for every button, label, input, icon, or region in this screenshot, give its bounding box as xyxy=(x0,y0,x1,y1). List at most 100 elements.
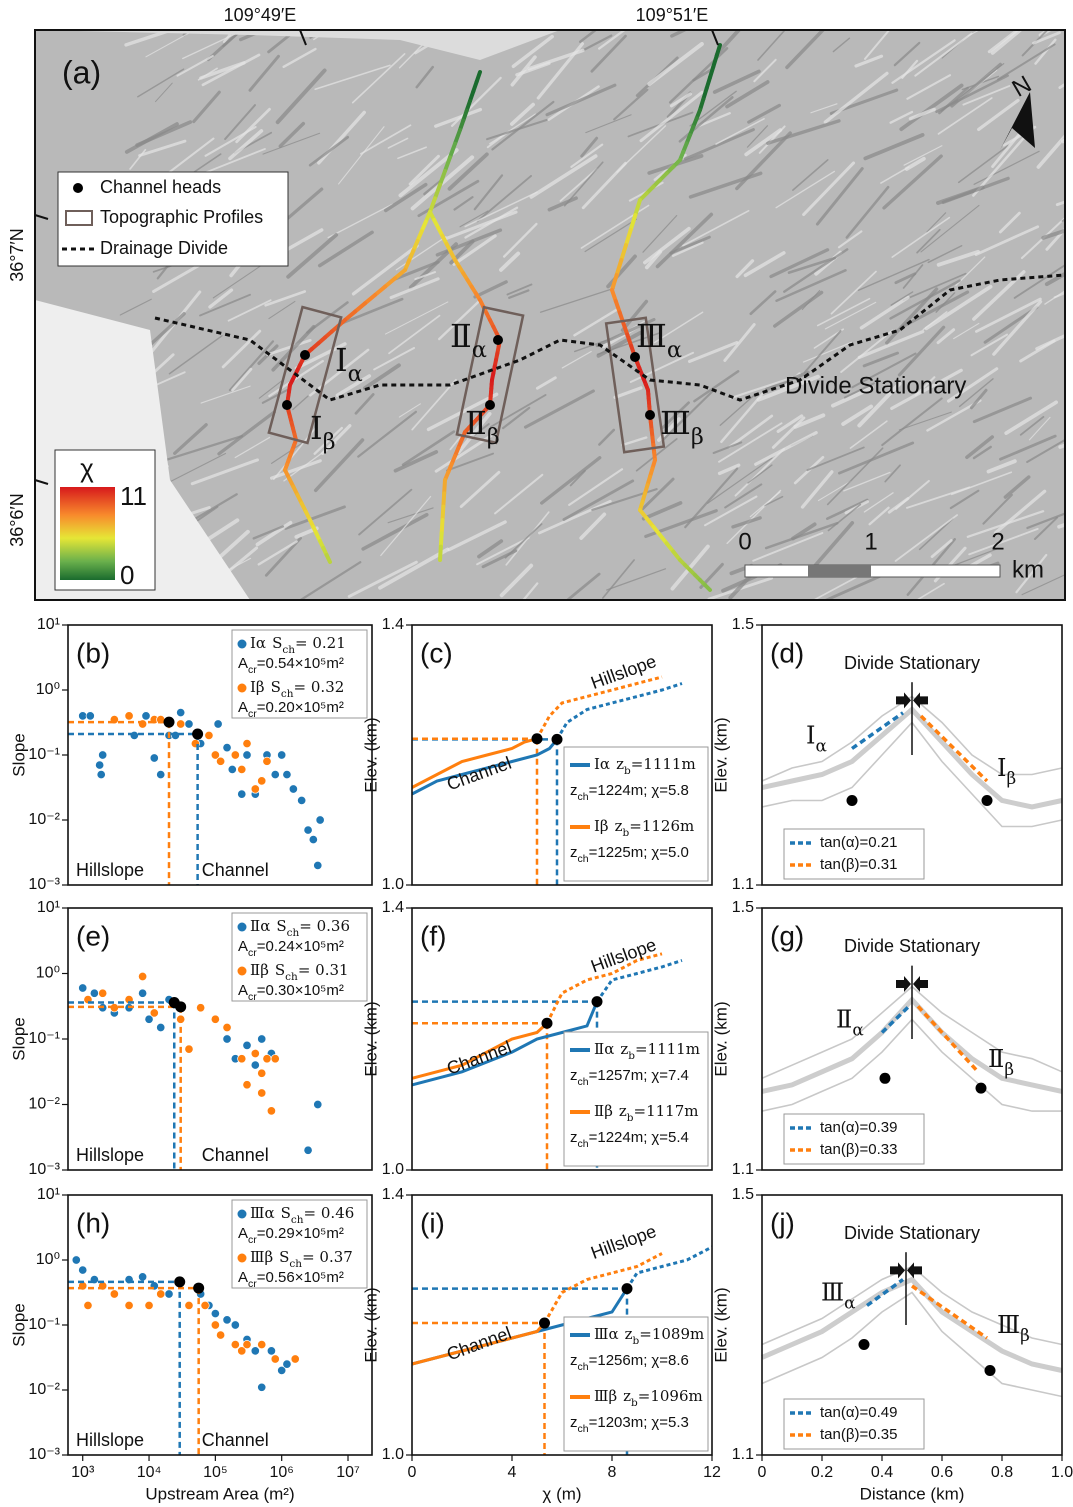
colorbar xyxy=(60,487,115,580)
subscript: α xyxy=(667,337,682,363)
y-tick-label: 1.1 xyxy=(732,1161,754,1178)
subscript: ch xyxy=(578,1361,589,1373)
data-point xyxy=(223,1316,231,1324)
data-point xyxy=(231,1321,239,1329)
text-part: =8.6 xyxy=(659,1352,689,1369)
data-point xyxy=(238,790,246,798)
data-point xyxy=(267,1107,275,1115)
x-tick-label: 10⁴ xyxy=(137,1464,162,1481)
divide-label: Divide Stationary xyxy=(785,372,966,399)
data-point xyxy=(157,1023,165,1031)
panel-label: (d) xyxy=(770,637,804,668)
panel-label: (c) xyxy=(420,637,453,668)
colorbar-min: 0 xyxy=(120,560,134,590)
text-part: =1225m; xyxy=(589,844,648,861)
text-part: Ⅲβ xyxy=(250,1248,273,1266)
text-part: z xyxy=(570,782,578,799)
data-point xyxy=(98,989,106,997)
data-point xyxy=(277,751,285,759)
text-part: Ⅰα xyxy=(250,634,266,652)
y-tick-label: 10⁰ xyxy=(36,1251,60,1268)
y-tick-label: 10⁰ xyxy=(36,965,60,982)
channel-head xyxy=(539,1318,550,1329)
text-part: z xyxy=(625,1325,633,1343)
data-point xyxy=(258,1383,266,1391)
channel-head xyxy=(982,795,993,806)
ridge xyxy=(779,0,837,22)
channel-head xyxy=(282,400,292,410)
channel xyxy=(443,493,444,506)
data-point xyxy=(216,1331,224,1339)
y-axis-label: Elev. (km) xyxy=(361,717,380,792)
data-point xyxy=(214,720,222,728)
y-tick-label: 1.1 xyxy=(732,1446,754,1463)
text-part: =5.3 xyxy=(659,1414,689,1431)
text-part: Ⅲα xyxy=(594,1325,619,1343)
text-part: z xyxy=(615,817,623,835)
data-point xyxy=(243,1340,251,1348)
x-tick-label: 8 xyxy=(608,1464,617,1481)
channel-head xyxy=(985,1365,996,1376)
subscript: ch xyxy=(578,791,589,803)
text-part: =0.20×10⁵m² xyxy=(257,699,344,716)
data-point xyxy=(138,972,146,980)
y-tick-label: 1.1 xyxy=(732,876,754,893)
channel-head xyxy=(859,1339,870,1350)
text-part: =5.4 xyxy=(659,1129,689,1146)
text-part: =1257m; xyxy=(589,1067,648,1084)
channel-head xyxy=(592,996,603,1007)
text-part: A xyxy=(238,938,248,955)
colorbar-title: χ xyxy=(80,453,94,483)
x-tick-label: 10⁶ xyxy=(269,1464,293,1481)
data-point xyxy=(243,751,251,759)
data-point xyxy=(211,1321,219,1329)
data-point xyxy=(283,1360,291,1368)
subscript: β xyxy=(1004,1058,1014,1078)
text-part: = 0.31 xyxy=(298,961,349,979)
data-point xyxy=(251,785,259,793)
data-point xyxy=(258,777,266,785)
y-tick-label: 1.0 xyxy=(382,876,404,893)
y-tick-label: 1.0 xyxy=(382,1161,404,1178)
text-part: χ xyxy=(651,1352,659,1369)
data-point xyxy=(258,1089,266,1097)
text-part: =5.0 xyxy=(659,844,689,861)
text-part: =1224m; xyxy=(589,782,648,799)
text-part: z xyxy=(623,1387,631,1405)
text-part: Ⅰβ xyxy=(250,678,265,696)
text-part: A xyxy=(238,699,248,716)
panel-label: (e) xyxy=(76,920,110,951)
data-point xyxy=(90,989,98,997)
y-axis-label: Elev. (km) xyxy=(361,1001,380,1076)
data-point xyxy=(130,731,138,739)
data-point xyxy=(201,1301,209,1309)
text-part: S xyxy=(275,961,285,979)
y-tick-label: 10⁻¹ xyxy=(28,746,60,763)
y-tick-label: 10⁻¹ xyxy=(28,1316,60,1333)
subscript: α xyxy=(815,735,826,755)
text-part: A xyxy=(238,655,248,672)
legend-symbol xyxy=(238,967,247,976)
text-part: =1111m xyxy=(631,755,696,773)
x-tick-label: 0.4 xyxy=(871,1464,893,1481)
text-part: S xyxy=(281,1204,291,1222)
y-tick-label: 10⁻³ xyxy=(28,876,60,893)
data-point xyxy=(263,757,271,765)
x-tick-label: 4 xyxy=(508,1464,517,1481)
y-axis-label: Elev. (km) xyxy=(711,717,730,792)
legend-label: tan(β)=0.35 xyxy=(820,1426,897,1443)
ridge xyxy=(333,15,352,30)
text-part: = 0.36 xyxy=(299,917,350,935)
ridge xyxy=(405,601,433,618)
channel-head xyxy=(552,734,563,745)
y-tick-label: 10⁻³ xyxy=(28,1446,60,1463)
text-part: =1096m xyxy=(638,1387,703,1405)
text-part: =7.4 xyxy=(659,1067,689,1084)
panel-label: (i) xyxy=(420,1207,445,1238)
channel-head xyxy=(976,1083,987,1094)
text-part: z xyxy=(619,1102,627,1120)
text-part: =1117m xyxy=(634,1102,699,1120)
data-point xyxy=(157,1290,165,1298)
data-point xyxy=(95,761,103,769)
data-point xyxy=(86,712,94,720)
